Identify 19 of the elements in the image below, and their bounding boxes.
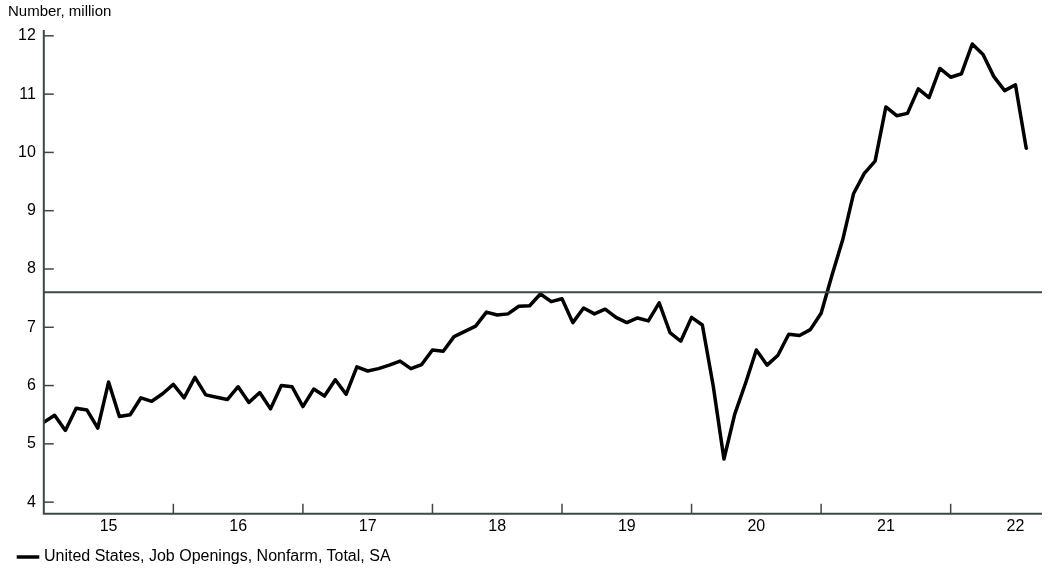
y-tick-label: 4 xyxy=(26,492,36,510)
x-tick-label: 20 xyxy=(747,516,766,534)
x-tick-label: 15 xyxy=(99,516,118,534)
y-tick-label: 6 xyxy=(26,375,36,393)
x-tick-label: 18 xyxy=(488,516,507,534)
legend-label: United States, Job Openings, Nonfarm, Total, SA xyxy=(44,547,391,565)
y-tick-label: 10 xyxy=(18,142,36,160)
y-tick-label: 5 xyxy=(26,434,36,452)
y-tick-label: 8 xyxy=(26,259,36,277)
x-tick-label: 21 xyxy=(876,516,895,534)
y-tick-label: 11 xyxy=(19,84,36,102)
x-tick-label: 16 xyxy=(229,516,248,534)
y-tick-label: 7 xyxy=(26,317,36,335)
y-axis-title: Number, million xyxy=(8,1,112,19)
x-tick-label: 19 xyxy=(617,516,636,534)
y-tick-label: 9 xyxy=(26,201,36,219)
x-tick-label: 22 xyxy=(1006,516,1025,534)
y-tick-label: 12 xyxy=(18,26,36,44)
x-tick-label: 17 xyxy=(358,516,377,534)
